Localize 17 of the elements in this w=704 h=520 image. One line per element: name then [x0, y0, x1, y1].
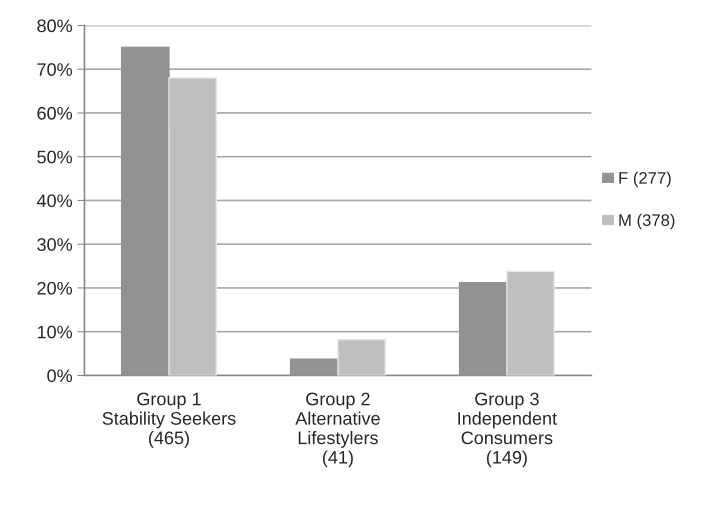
y-tick-label: 50% — [37, 150, 72, 164]
y-tick-label: 0% — [47, 369, 72, 382]
bar — [337, 338, 386, 376]
y-tick-label: 70% — [37, 63, 72, 76]
y-tick-label: 20% — [37, 282, 72, 295]
y-tick-label: 60% — [37, 106, 72, 120]
x-tick-label: Group 1 Stability Seekers (465) — [102, 392, 236, 448]
y-tick-label: 10% — [38, 326, 72, 338]
y-tick-label: 40% — [36, 194, 72, 208]
legend-label: F (277) — [619, 172, 671, 188]
bar — [168, 77, 217, 376]
y-tick-label: 30% — [37, 238, 72, 251]
x-tick-label: Group 3 Independent Consumers (149) — [458, 392, 557, 468]
y-tick-label: 80% — [37, 19, 72, 32]
x-tick-label: Group 2 Alternative Lifestylers (41) — [295, 392, 380, 468]
legend-label: M (378) — [619, 214, 674, 230]
bar — [506, 270, 555, 376]
